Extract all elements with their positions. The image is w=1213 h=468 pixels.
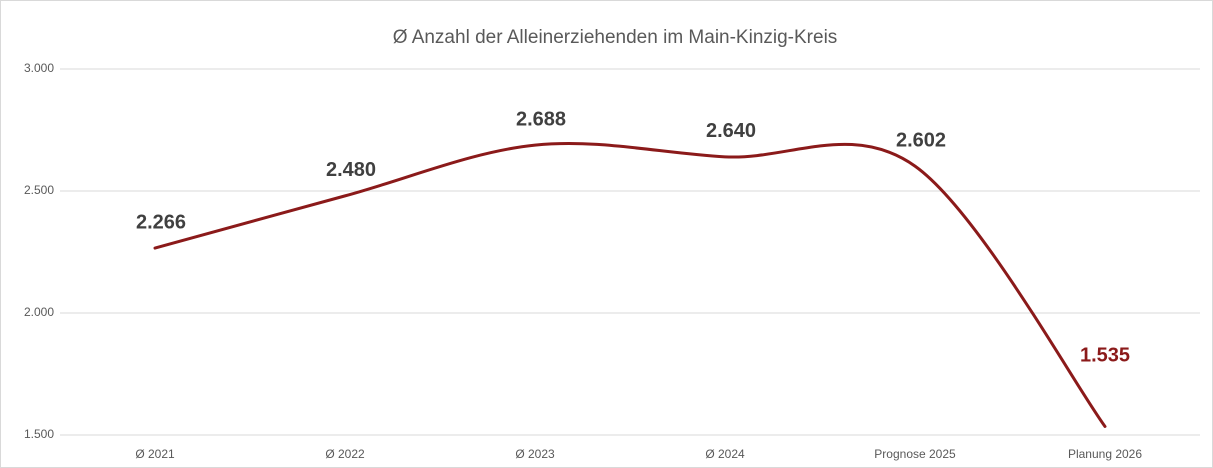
data-label: 2.266 <box>136 211 186 233</box>
x-tick-label: Planung 2026 <box>1068 447 1142 461</box>
line <box>153 142 1107 428</box>
data-label: 2.688 <box>516 108 566 130</box>
chart-title: Ø Anzahl der Alleinerziehenden im Main-K… <box>393 27 838 48</box>
y-tick-label: 2.500 <box>24 183 54 197</box>
y-tick-label: 2.000 <box>24 305 54 319</box>
x-tick-label: Ø 2024 <box>705 447 745 461</box>
data-label: 2.602 <box>896 129 946 151</box>
data-label: 1.535 <box>1080 345 1130 367</box>
data-label: 2.640 <box>706 120 756 142</box>
x-tick-label: Ø 2022 <box>325 447 365 461</box>
y-tick-label: 3.000 <box>24 61 54 75</box>
x-tick-label: Ø 2023 <box>515 447 555 461</box>
data-label: 2.480 <box>326 159 376 181</box>
x-tick-label: Ø 2021 <box>135 447 175 461</box>
x-tick-label: Prognose 2025 <box>874 447 956 461</box>
y-tick-label: 1.500 <box>24 427 54 441</box>
